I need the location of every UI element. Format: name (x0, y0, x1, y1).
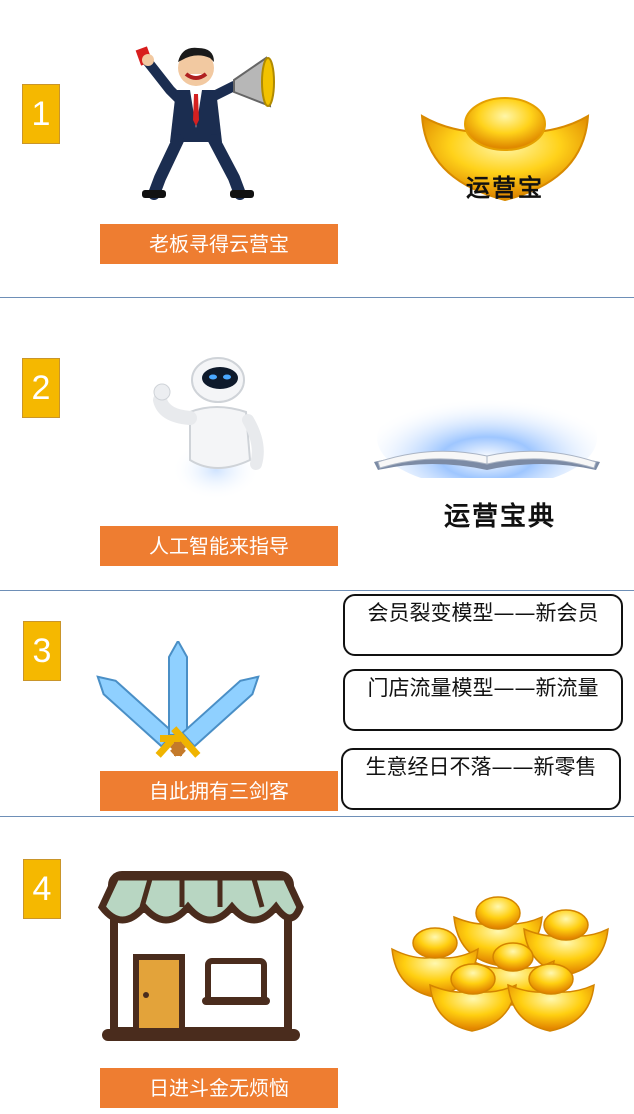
section-divider (0, 297, 634, 298)
step-number-badge: 4 (23, 859, 61, 919)
book-label: 运营宝典 (444, 502, 557, 532)
step-number-badge: 3 (23, 621, 61, 681)
step-caption: 老板寻得云营宝 (100, 224, 338, 264)
step-caption: 自此拥有三剑客 (100, 771, 338, 811)
model-box-traffic: 门店流量模型——新流量 (343, 669, 623, 731)
step-3: 3 自此拥有三剑客 会员裂变模型——新会员 门店流量模型——新流量 生意经日不落… (0, 591, 634, 816)
step-1: 1 老板寻得云营宝 (0, 0, 634, 297)
section-divider (0, 590, 634, 591)
storefront-icon (97, 871, 304, 1041)
step-4: 4 (0, 817, 634, 1114)
section-divider (0, 816, 634, 817)
step-caption: 日进斗金无烦恼 (100, 1068, 338, 1108)
step-number-badge: 2 (22, 358, 60, 418)
model-box-business: 生意经日不落——新零售 (341, 748, 621, 810)
step-caption: 人工智能来指导 (100, 526, 338, 566)
open-book-icon (374, 388, 600, 478)
step-number-badge: 1 (22, 84, 60, 144)
three-swords-icon (96, 641, 260, 758)
robot-icon (153, 357, 264, 500)
model-box-member: 会员裂变模型——新会员 (343, 594, 623, 656)
step-2: 2 运营宝典 人工智能来指导 (0, 298, 634, 590)
gold-ingots-pile-icon (391, 896, 609, 1032)
businessman-megaphone-icon (135, 46, 275, 200)
gold-ingot-icon (420, 97, 590, 202)
ingot-label: 运营宝 (466, 173, 544, 202)
